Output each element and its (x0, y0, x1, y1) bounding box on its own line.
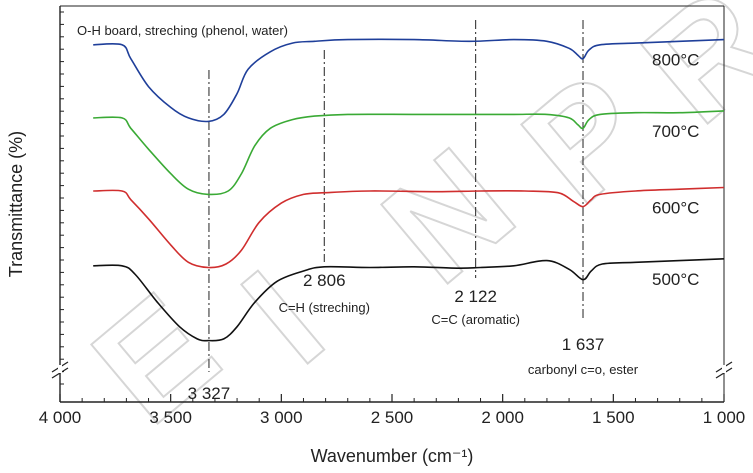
peak-value-label: 1 637 (562, 335, 605, 354)
plot-frame (51, 5, 733, 403)
series-label: 700°C (652, 122, 699, 141)
oh-band-note: O-H board, streching (phenol, water) (77, 23, 288, 38)
peak-lines (208, 20, 584, 372)
peak-value-label: 2 122 (454, 287, 497, 306)
x-tick-label: 1 500 (592, 408, 635, 427)
x-tick-label: 2 000 (481, 408, 524, 427)
peak-value-label: 2 806 (303, 271, 346, 290)
watermark-letter: N (353, 116, 544, 314)
peak-value-label: 3 327 (188, 384, 231, 403)
axis-break-gap (58, 365, 62, 373)
series-label: 800°C (652, 51, 699, 70)
y-axis-label: Transmittance (%) (6, 131, 26, 277)
watermark-letter: I (213, 239, 353, 394)
chart-labels: 4 000 3 500 3 000 2 500 2 000 1 500 1 000 Waven… (6, 23, 745, 466)
peak-desc-label: C=C (aromatic) (431, 312, 520, 327)
x-tick-label: 3 500 (149, 408, 192, 427)
x-tick-label: 2 500 (371, 408, 414, 427)
peak-desc-label: carbonyl c=o, ester (528, 362, 639, 377)
series-label: 600°C (652, 198, 699, 217)
x-tick-label: 1 000 (703, 408, 746, 427)
axis-break-gap (722, 365, 726, 373)
x-axis-label: Wavenumber (cm⁻¹) (311, 446, 474, 466)
series-line-800C (93, 38, 725, 123)
series-line-700C (93, 110, 725, 196)
x-tick-label: 3 000 (260, 408, 303, 427)
series-label: 500°C (652, 270, 699, 289)
series-lines (93, 38, 725, 342)
series-line-600C (93, 186, 725, 269)
x-tick-label: 4 000 (39, 408, 82, 427)
peak-desc-label: C=H (streching) (279, 300, 370, 315)
series-line-500C (93, 258, 725, 342)
